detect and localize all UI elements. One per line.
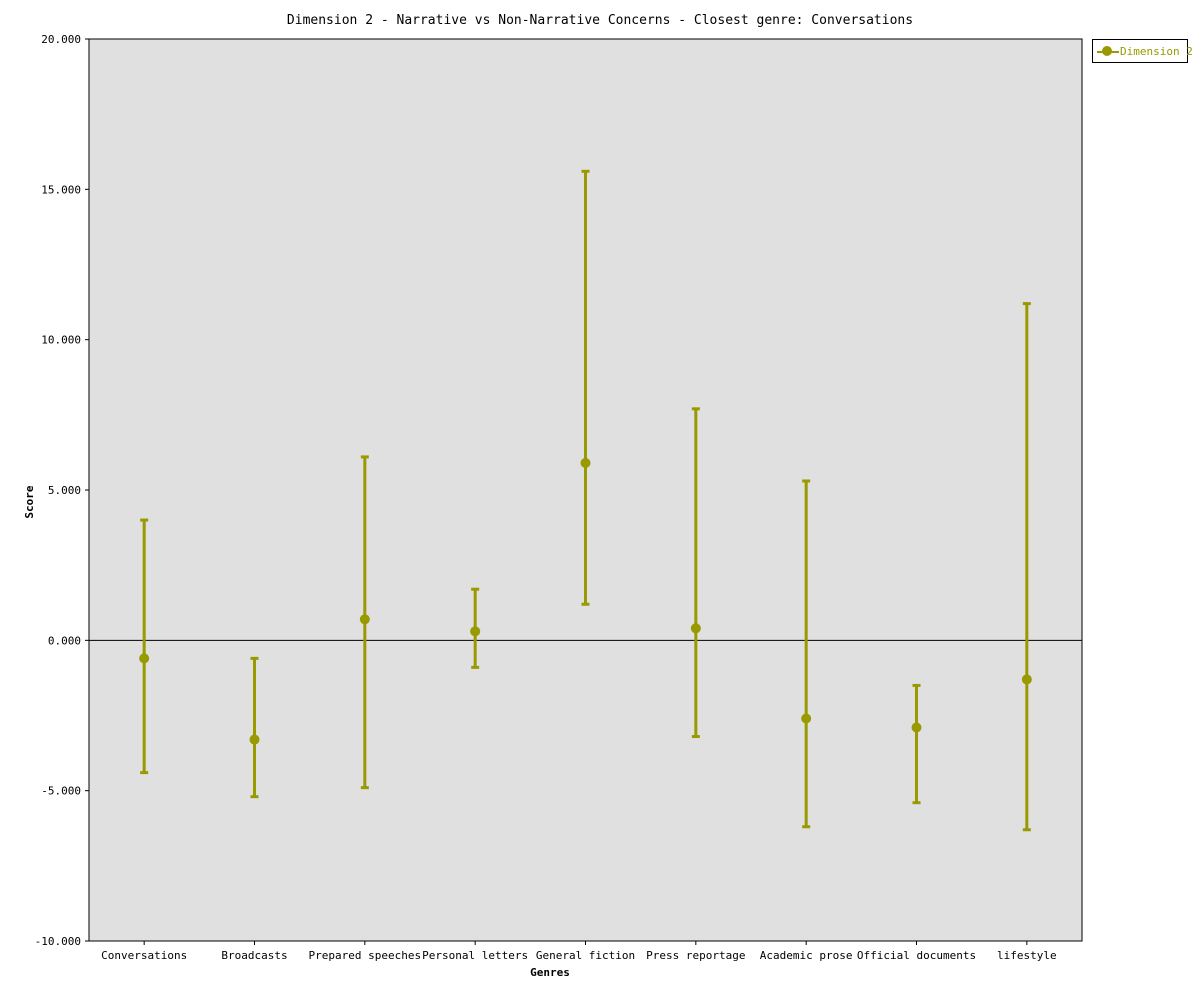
legend: Dimension 2 — [1092, 39, 1193, 63]
y-tick-label: -10.000 — [35, 935, 81, 948]
x-tick-label: Prepared speeches — [309, 949, 422, 962]
x-tick-label: General fiction — [536, 949, 635, 962]
x-axis-label: Genres — [530, 966, 570, 979]
x-tick-label: Conversations — [101, 949, 187, 962]
x-tick-label: Academic prose — [760, 949, 853, 962]
legend-label: Dimension 2 — [1120, 45, 1193, 58]
data-marks — [139, 169, 1032, 832]
data-point — [911, 722, 922, 733]
x-tick-label: Official documents — [857, 949, 976, 962]
data-point — [359, 614, 370, 625]
x-tick-label: Press reportage — [646, 949, 745, 962]
y-tick-label: 15.000 — [41, 183, 81, 196]
y-tick-label: 0.000 — [48, 634, 81, 647]
data-point — [249, 734, 260, 745]
y-tick-label: 5.000 — [48, 484, 81, 497]
y-tick-label: 20.000 — [41, 33, 81, 46]
data-point — [690, 623, 701, 634]
x-tick-label: Personal letters — [422, 949, 528, 962]
y-tick-label: -5.000 — [41, 785, 81, 798]
x-tick-label: lifestyle — [997, 949, 1057, 962]
data-point — [470, 626, 481, 637]
data-point — [1021, 674, 1032, 685]
x-tick-label: Broadcasts — [221, 949, 287, 962]
data-point — [139, 653, 150, 664]
data-point — [801, 713, 812, 724]
data-point — [580, 457, 591, 468]
legend-marker — [1102, 46, 1112, 56]
x-axis: Conversations Broadcasts Prepared speeches… — [101, 941, 1057, 962]
y-axis: -10.000 -5.000 0.000 5.000 10.000 15.000 20.00… — [35, 33, 89, 948]
chart-title: Dimension 2 - Narrative vs Non-Narrative… — [287, 13, 913, 28]
y-tick-label: 10.000 — [41, 334, 81, 347]
y-axis-label: Score — [23, 485, 36, 518]
